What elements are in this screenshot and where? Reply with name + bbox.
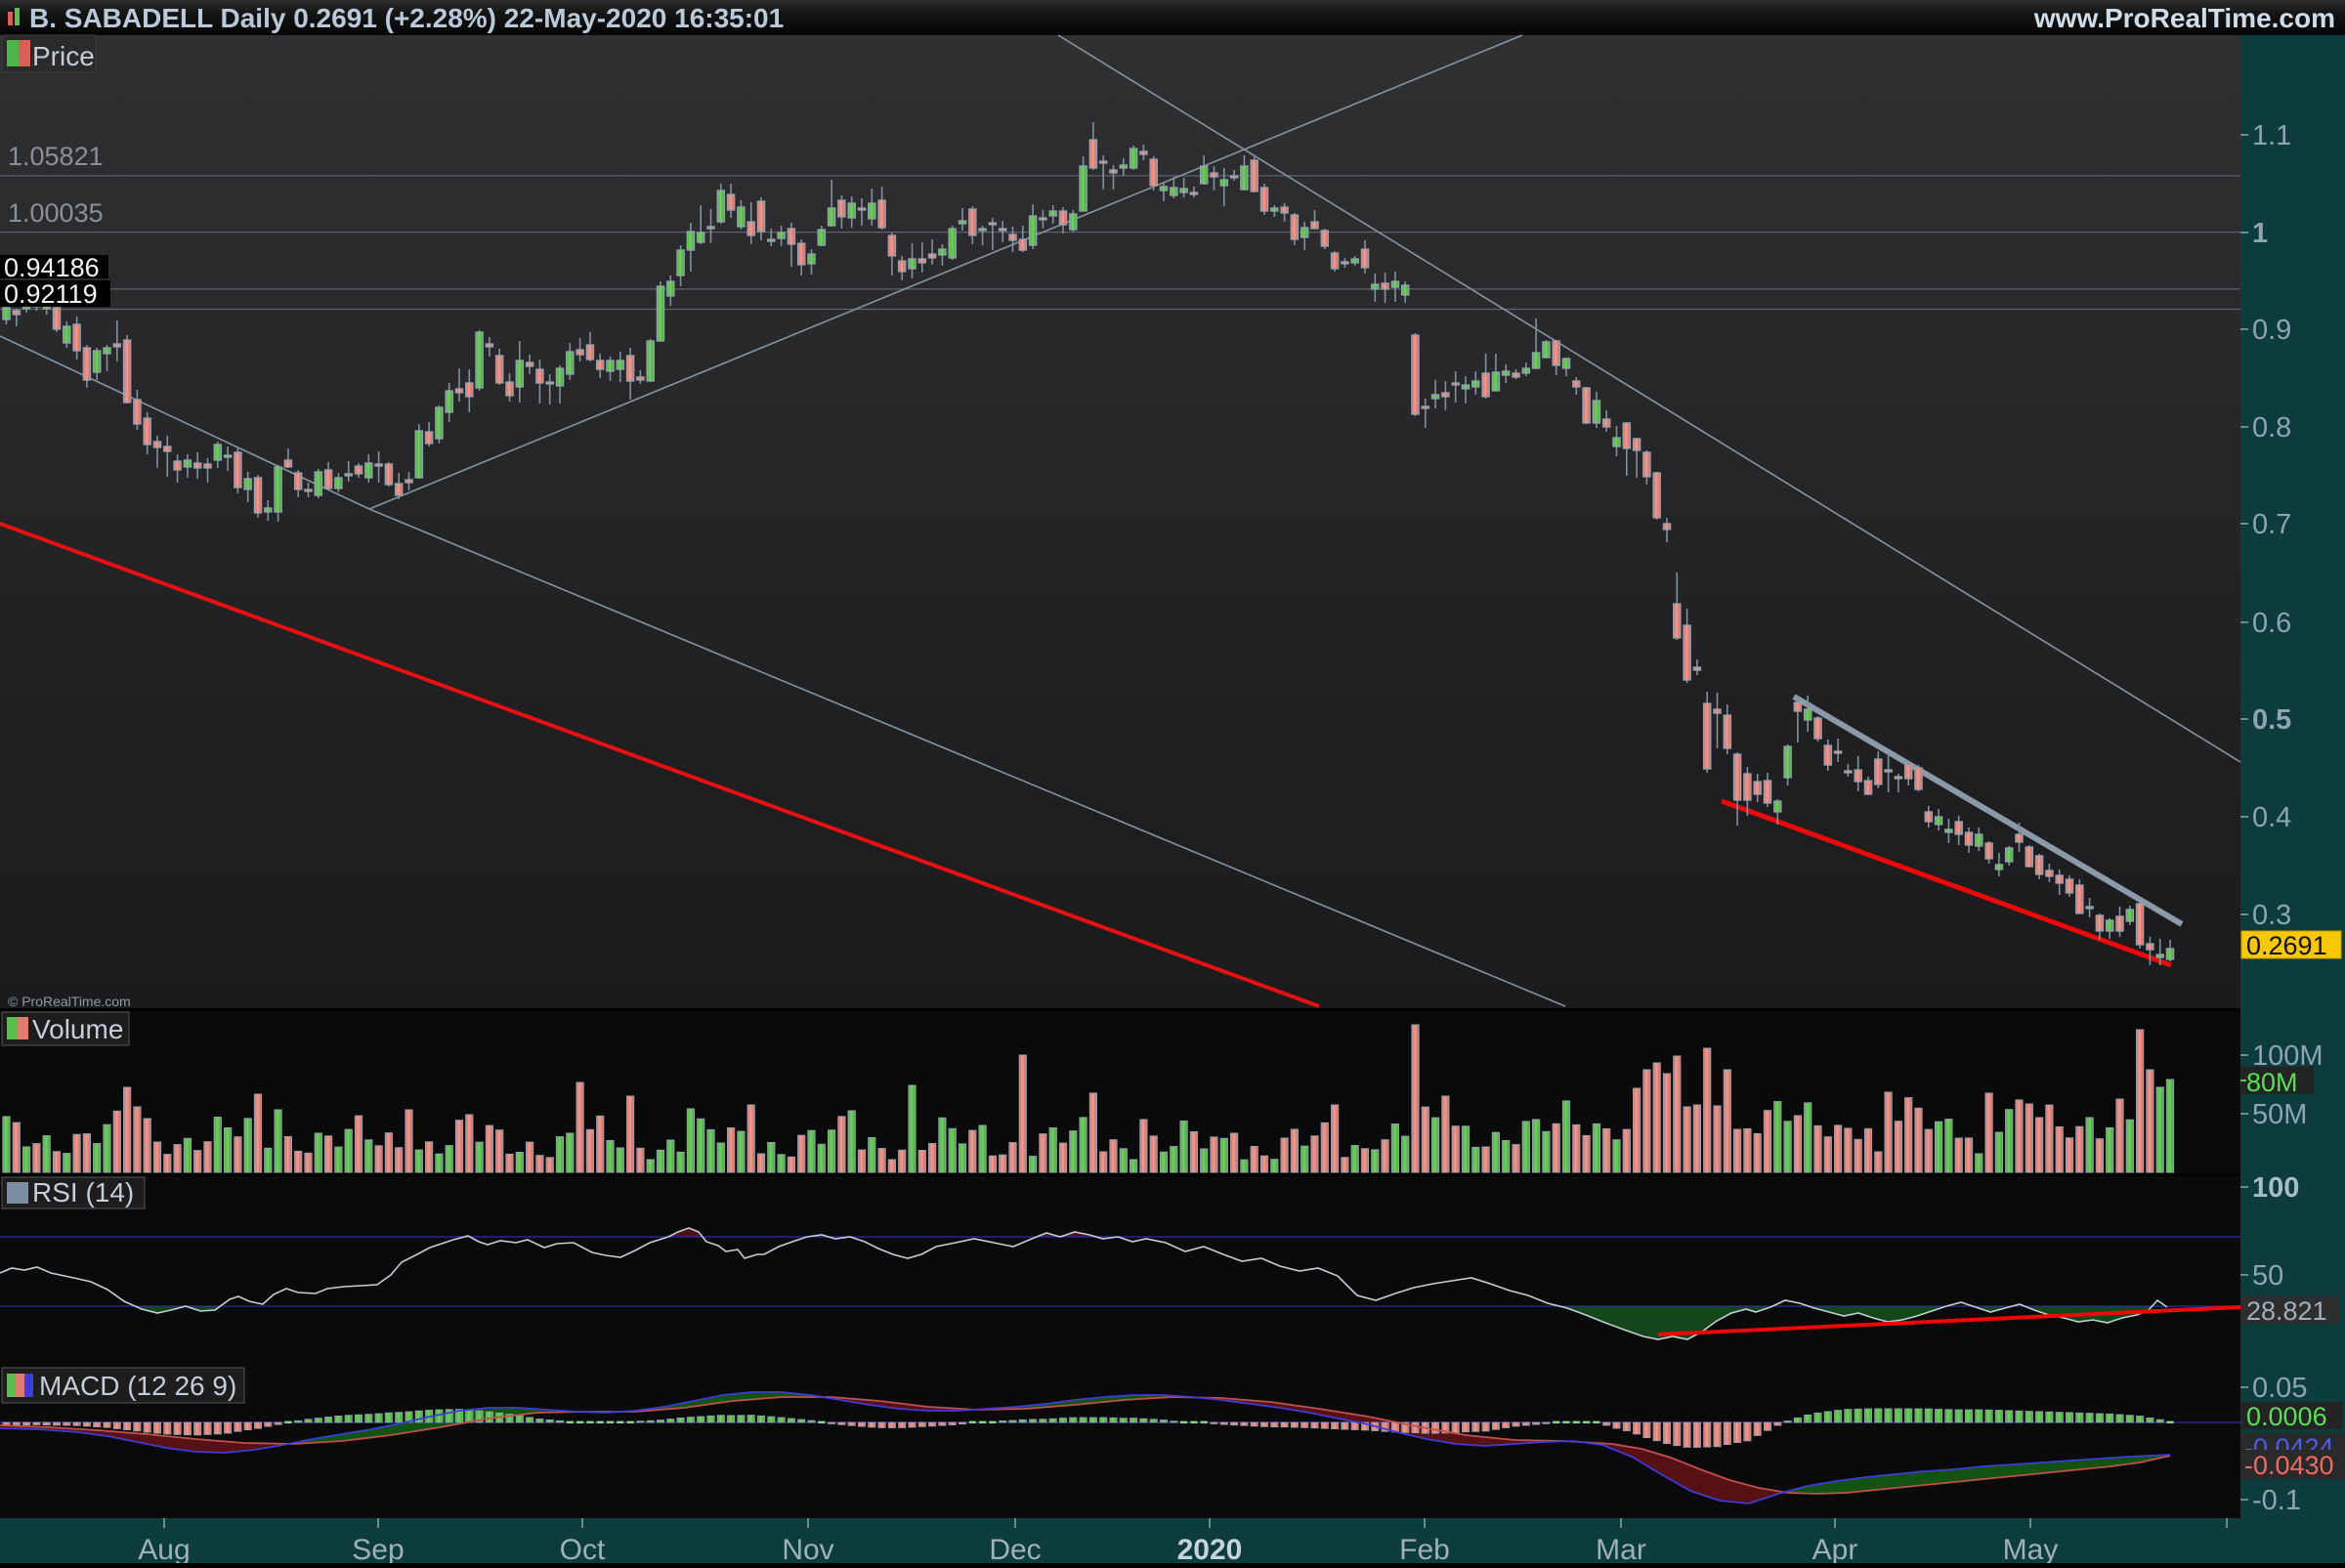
svg-text:0.3: 0.3: [2252, 900, 2291, 931]
svg-text:0.7: 0.7: [2252, 509, 2291, 540]
svg-text:Oct: Oct: [560, 1534, 606, 1563]
svg-text:Sep: Sep: [352, 1534, 404, 1563]
svg-text:0.0006: 0.0006: [2246, 1402, 2327, 1431]
svg-text:0.94186: 0.94186: [4, 253, 100, 282]
svg-text:0.6: 0.6: [2252, 608, 2291, 639]
svg-text:Apr: Apr: [1812, 1534, 1858, 1563]
svg-text:100M: 100M: [2252, 1040, 2324, 1072]
svg-text:RSI (14): RSI (14): [32, 1177, 134, 1208]
svg-text:1.1: 1.1: [2252, 120, 2291, 151]
svg-text:0.5: 0.5: [2252, 704, 2291, 736]
svg-text:Volume: Volume: [32, 1014, 123, 1044]
svg-text:MACD (12 26 9): MACD (12 26 9): [39, 1371, 236, 1401]
svg-text:0.2691: 0.2691: [2246, 931, 2327, 960]
svg-text:Dec: Dec: [989, 1534, 1041, 1563]
svg-text:www.ProRealTime.com: www.ProRealTime.com: [2033, 3, 2335, 33]
svg-text:B. SABADELL Daily 0.2691 (+2.2: B. SABADELL Daily 0.2691 (+2.28%) 22-May…: [29, 3, 784, 33]
svg-text:28.821: 28.821: [2246, 1296, 2327, 1326]
svg-text:2020: 2020: [1177, 1534, 1243, 1563]
svg-text:© ProRealTime.com: © ProRealTime.com: [8, 994, 131, 1009]
svg-text:May: May: [2003, 1534, 2059, 1563]
svg-text:Price: Price: [32, 41, 95, 71]
svg-text:-0.1: -0.1: [2252, 1485, 2301, 1516]
svg-text:0.8: 0.8: [2252, 412, 2291, 444]
svg-text:50: 50: [2252, 1260, 2283, 1292]
svg-text:1: 1: [2252, 218, 2268, 249]
svg-text:Feb: Feb: [1399, 1534, 1450, 1563]
svg-text:50M: 50M: [2252, 1099, 2307, 1130]
svg-text:0.9: 0.9: [2252, 315, 2291, 346]
svg-text:0.05: 0.05: [2252, 1373, 2307, 1404]
svg-text:1.05821: 1.05821: [8, 142, 104, 171]
svg-text:0.4: 0.4: [2252, 802, 2291, 833]
svg-text:1.00035: 1.00035: [8, 198, 104, 228]
svg-text:Aug: Aug: [138, 1534, 190, 1563]
svg-text:Nov: Nov: [782, 1534, 833, 1563]
svg-text:100: 100: [2252, 1172, 2299, 1204]
svg-text:Mar: Mar: [1596, 1534, 1646, 1563]
svg-text:0.92119: 0.92119: [4, 279, 98, 309]
svg-text:80M: 80M: [2246, 1068, 2298, 1097]
svg-text:-0.0430: -0.0430: [2244, 1451, 2334, 1480]
